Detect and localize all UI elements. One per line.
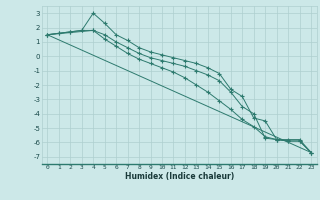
X-axis label: Humidex (Indice chaleur): Humidex (Indice chaleur) [124, 172, 234, 181]
